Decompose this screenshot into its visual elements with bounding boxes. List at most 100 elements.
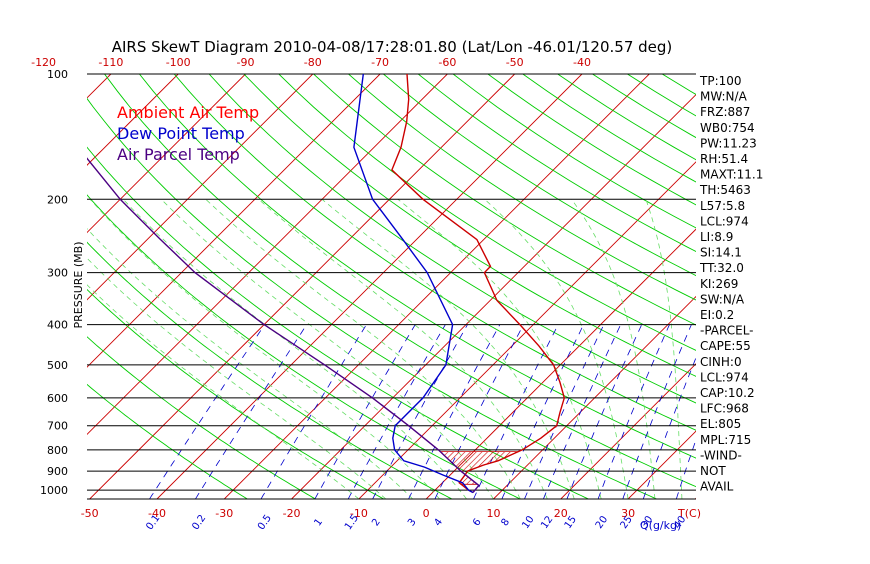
moist-adiabat-line	[61, 199, 413, 499]
dry-adiabat-line	[662, 74, 870, 499]
mixing-ratio-line	[623, 325, 692, 499]
sounding-stat-entry: LFC:968	[700, 402, 749, 416]
top-temp-tick-label: -60	[438, 56, 456, 69]
sounding-stat-entry: KI:269	[700, 277, 738, 291]
top-temp-tick-label: -40	[573, 56, 591, 69]
sounding-stat-entry: EL:805	[700, 417, 741, 431]
mixing-ratio-tick-label: 20	[594, 514, 610, 531]
dry-adiabat-line	[523, 74, 870, 499]
sounding-stat-entry: CAPE:55	[700, 339, 751, 353]
pressure-tick-label: 300	[47, 267, 68, 280]
mixing-ratio-line	[261, 325, 367, 499]
top-temp-tick-label: -100	[166, 56, 191, 69]
top-temp-tick-label: -110	[98, 56, 123, 69]
y-axis-label: PRESSURE (MB)	[72, 242, 85, 329]
mixing-ratio-line	[373, 325, 468, 499]
mixing-ratio-tick-label: 8	[499, 517, 512, 529]
dry-adiabat-line	[383, 74, 870, 499]
mixing-ratio-tick-label: 10	[520, 514, 536, 531]
top-temp-tick-label: -80	[304, 56, 322, 69]
mixing-ratio-tick-label: 0.2	[190, 513, 208, 532]
isotherm-line	[830, 74, 870, 499]
sounding-stat-entry: RH:51.4	[700, 152, 748, 166]
mixing-ratio-line	[474, 325, 559, 499]
isotherm-line	[493, 74, 870, 499]
mixing-ratio-tick-label: 3	[406, 517, 419, 529]
bottom-temp-tick-label: 0	[423, 507, 430, 520]
ambient-air-temp-line	[392, 74, 564, 493]
pressure-tick-label: 500	[47, 359, 68, 372]
sounding-stat-entry: TT:32.0	[699, 261, 744, 275]
dry-adiabat-line	[349, 74, 870, 499]
isotherm-line	[224, 74, 649, 499]
pressure-tick-label: 800	[47, 444, 68, 457]
bottom-temp-tick-label: 20	[554, 507, 568, 520]
air-parcel-temp-line	[30, 74, 479, 493]
mixing-ratio-tick-label: 1	[312, 517, 325, 529]
legend-air-parcel-temp: Air Parcel Temp	[117, 145, 240, 164]
pressure-tick-label: 1000	[40, 484, 68, 497]
mixing-ratio-tick-label: 4	[433, 517, 446, 529]
pressure-tick-label: 100	[47, 68, 68, 81]
isotherm-line	[763, 74, 870, 499]
sounding-stat-entry: LI:8.9	[700, 230, 733, 244]
sounding-stat-entry: WB0:754	[700, 121, 755, 135]
mixing-ratio-line	[598, 325, 669, 499]
isotherm-line	[0, 74, 111, 499]
pressure-tick-label: 700	[47, 420, 68, 433]
isotherm-line	[0, 74, 44, 499]
dry-adiabat-line	[767, 74, 870, 499]
sounding-stat-entry: -PARCEL-	[700, 324, 754, 338]
sounding-stat-entry: SW:N/A	[700, 292, 745, 306]
mixing-ratio-line	[150, 325, 265, 499]
sounding-stat-entry: MPL:715	[700, 433, 751, 447]
mixing-ratio-tick-label: 0.5	[256, 513, 274, 532]
pressure-tick-label: 200	[47, 193, 68, 206]
pressure-tick-label: 900	[47, 465, 68, 478]
mixing-ratio-line	[543, 325, 620, 499]
sounding-stat-entry: CAP:10.2	[700, 386, 755, 400]
dry-adiabat-line	[314, 74, 870, 499]
sounding-stat-entry: EI:0.2	[700, 308, 734, 322]
pressure-tick-label: 600	[47, 392, 68, 405]
sounding-stat-entry: TH:5463	[699, 183, 751, 197]
bottom-temp-tick-label: -20	[283, 507, 301, 520]
sounding-stat-entry: LCL:974	[700, 370, 749, 384]
legend-dew-point-temp: Dew Point Temp	[117, 124, 245, 143]
mixing-ratio-tick-label: 2	[370, 517, 383, 529]
dry-adiabat-line	[453, 74, 870, 499]
sounding-stat-entry: MW:N/A	[700, 90, 748, 104]
dry-adiabat-line	[209, 74, 870, 499]
dry-adiabat-line	[418, 74, 870, 499]
sounding-stat-entry: FRZ:887	[700, 105, 750, 119]
sounding-stat-entry: -WIND-	[700, 448, 742, 462]
sounding-stat-entry: AVAIL	[700, 480, 734, 494]
bottom-temp-tick-label: -30	[215, 507, 233, 520]
legend-ambient-air-temp: Ambient Air Temp	[117, 103, 259, 122]
pressure-tick-label: 400	[47, 319, 68, 332]
top-temp-tick-label: -90	[236, 56, 254, 69]
sounding-stat-entry: L57:5.8	[700, 199, 745, 213]
mixing-ratio-tick-label: 6	[471, 517, 484, 529]
sounding-stat-entry: NOT	[700, 464, 726, 478]
dry-adiabat-line	[837, 74, 870, 499]
sounding-stat-entry: LCL:974	[700, 214, 749, 228]
top-temp-tick-label: -50	[506, 56, 524, 69]
sounding-stat-entry: SI:14.1	[700, 246, 742, 260]
moist-adiabat-line	[123, 199, 466, 499]
chart-title: AIRS SkewT Diagram 2010-04-08/17:28:01.8…	[112, 38, 673, 56]
top-temp-tick-label: -70	[371, 56, 389, 69]
chart-legend: Ambient Air Temp Dew Point Temp Air Parc…	[117, 103, 259, 164]
mixing-ratio-line	[567, 325, 642, 499]
bottom-temp-tick-label: 10	[486, 507, 500, 520]
moist-adiabat-line	[646, 199, 682, 499]
sounding-stat-entry: TP:100	[699, 74, 742, 88]
dry-adiabat-line	[802, 74, 870, 499]
sounding-statistics: TP:100MW:N/AFRZ:887WB0:754PW:11.23RH:51.…	[699, 74, 763, 494]
mixing-ratio-line	[348, 325, 445, 499]
mixing-ratio-line	[315, 325, 416, 499]
top-temp-tick-label: -120	[31, 56, 56, 69]
mixing-ratio-line	[409, 325, 500, 499]
